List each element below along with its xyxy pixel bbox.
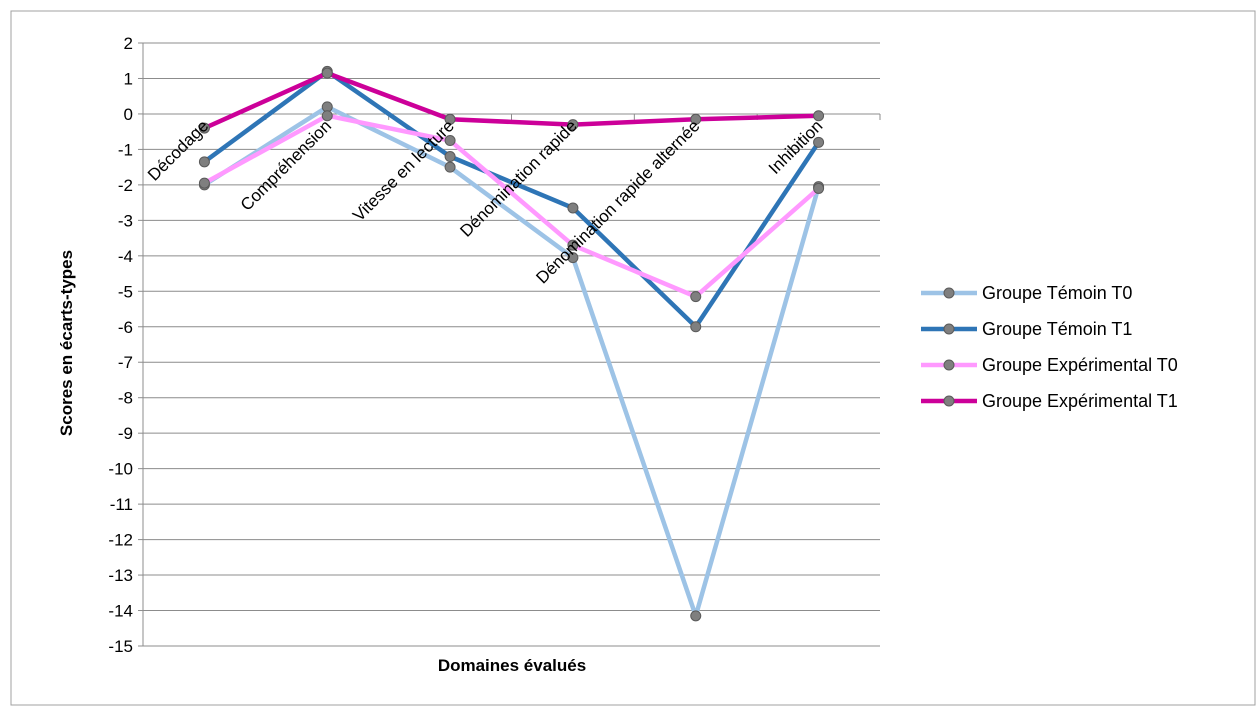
legend-marker: [943, 359, 955, 371]
data-point: [444, 151, 456, 163]
data-point: [690, 291, 702, 303]
axes: 2 1 0 -1 -2 -3 -4 -5 -6 -7 -8 -9 -10 -11 -12 -13 -14 -15: [108, 34, 881, 656]
data-point: [690, 113, 702, 125]
y-tick-label: -9: [118, 424, 133, 443]
series-2: [198, 65, 825, 333]
data-point: [444, 161, 456, 173]
y-tick-label: -15: [108, 637, 133, 656]
legend-marker: [943, 287, 955, 299]
data-point: [567, 119, 579, 131]
series-4: [198, 67, 825, 134]
series-line: [203, 104, 821, 619]
legend-item: Groupe Témoin T1: [921, 319, 1132, 339]
data-point: [690, 610, 702, 622]
chart-border: [10, 10, 1256, 706]
data-point: [198, 177, 210, 189]
series-line: [203, 70, 819, 131]
series-lines: [198, 65, 825, 622]
series-line: [203, 69, 821, 330]
series-line: [203, 113, 821, 299]
y-tick-label: 1: [124, 69, 133, 88]
y-tick-label: -4: [118, 247, 133, 266]
y-tick-label: -3: [118, 211, 133, 230]
data-point: [444, 113, 456, 125]
data-point: [321, 67, 333, 79]
y-tick-label: -14: [108, 602, 133, 621]
legend-item: Groupe Expérimental T0: [921, 355, 1178, 375]
legend-marker: [943, 323, 955, 335]
y-axis-title: Scores en écarts-types: [57, 250, 76, 436]
y-tick-label: -7: [118, 353, 133, 372]
y-tick-label: -5: [118, 282, 133, 301]
data-point: [198, 122, 210, 134]
legend-item: Groupe Expérimental T1: [921, 391, 1178, 411]
data-point: [567, 252, 579, 264]
x-axis-title: Domaines évalués: [438, 656, 586, 675]
y-tick-label: -1: [118, 140, 133, 159]
legend-label: Groupe Témoin T1: [982, 319, 1132, 339]
legend-label: Groupe Expérimental T1: [982, 391, 1178, 411]
legend: Groupe Témoin T0 Groupe Témoin T1 Groupe E…: [921, 283, 1178, 411]
data-point: [198, 156, 210, 168]
y-tick-label: -8: [118, 389, 133, 408]
legend-label: Groupe Expérimental T0: [982, 355, 1178, 375]
series-3: [198, 110, 825, 303]
y-tick-label: 0: [124, 105, 133, 124]
y-tick-label: -2: [118, 176, 133, 195]
y-tick-label: -12: [108, 531, 133, 550]
y-tick-label: -11: [110, 495, 133, 514]
data-point: [567, 202, 579, 214]
y-tick-label: -10: [108, 460, 133, 479]
data-point: [444, 135, 456, 147]
data-point: [813, 182, 825, 194]
gridlines: [143, 42, 880, 647]
legend-item: Groupe Témoin T0: [921, 283, 1132, 303]
data-point: [567, 239, 579, 251]
data-point: [321, 110, 333, 122]
y-tick-label: 2: [124, 34, 133, 53]
data-point: [813, 136, 825, 148]
y-tick-label: -13: [108, 566, 133, 585]
legend-label: Groupe Témoin T0: [982, 283, 1132, 303]
data-point: [690, 321, 702, 333]
legend-marker: [943, 395, 955, 407]
data-point: [813, 110, 825, 122]
y-tick-label: -6: [118, 318, 133, 337]
